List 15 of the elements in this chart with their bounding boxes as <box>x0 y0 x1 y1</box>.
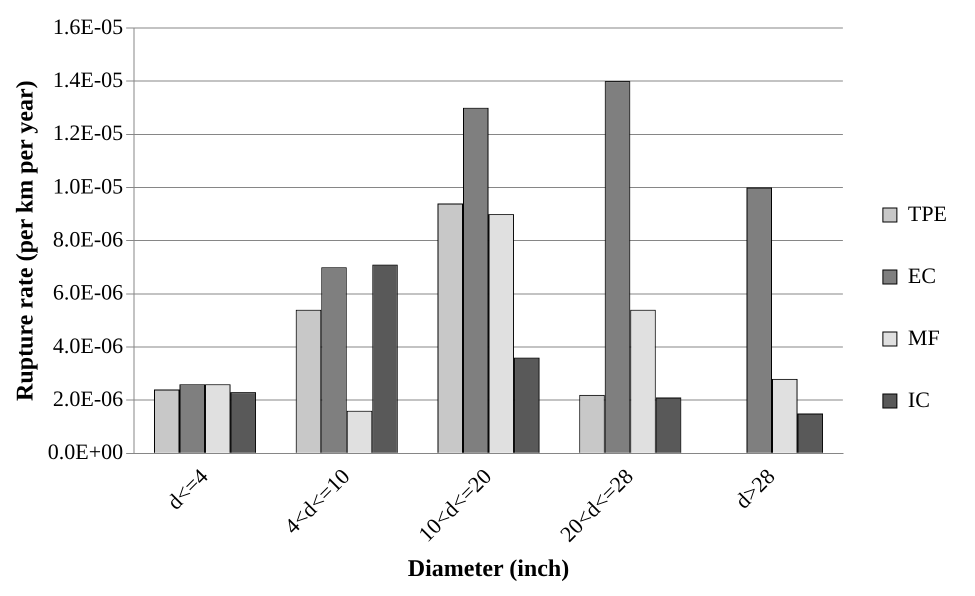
y-tick-label: 4.0E-06 <box>52 332 124 358</box>
y-tick-label: 0.0E+00 <box>48 439 124 464</box>
y-tick-label: 1.6E-05 <box>52 14 124 39</box>
y-tick-label: 8.0E-06 <box>52 226 124 252</box>
legend-label: TPE <box>908 200 948 226</box>
legend-label: MF <box>908 324 940 350</box>
y-tick-label: 6.0E-06 <box>52 280 124 305</box>
y-axis-title: Rupture rate (per km per year) <box>12 80 39 401</box>
y-tick-label: 2.0E-06 <box>52 386 124 411</box>
y-tick-label: 1.2E-05 <box>52 120 124 146</box>
y-tick-label: 1.0E-05 <box>52 173 124 198</box>
legend-label: IC <box>908 386 930 412</box>
legend-label: EC <box>908 262 936 288</box>
x-axis-title: Diameter (inch) <box>408 556 570 582</box>
y-tick-label: 1.4E-05 <box>52 66 124 92</box>
